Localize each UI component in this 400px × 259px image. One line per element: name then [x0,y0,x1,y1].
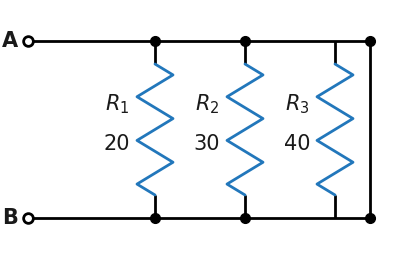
Text: A: A [2,31,18,51]
Text: 20: 20 [104,134,130,154]
Text: $R_2$: $R_2$ [195,92,219,116]
Text: 40: 40 [284,134,310,154]
Text: $R_3$: $R_3$ [285,92,309,116]
Text: B: B [2,208,18,228]
Text: 30: 30 [194,134,220,154]
Text: $R_1$: $R_1$ [105,92,129,116]
